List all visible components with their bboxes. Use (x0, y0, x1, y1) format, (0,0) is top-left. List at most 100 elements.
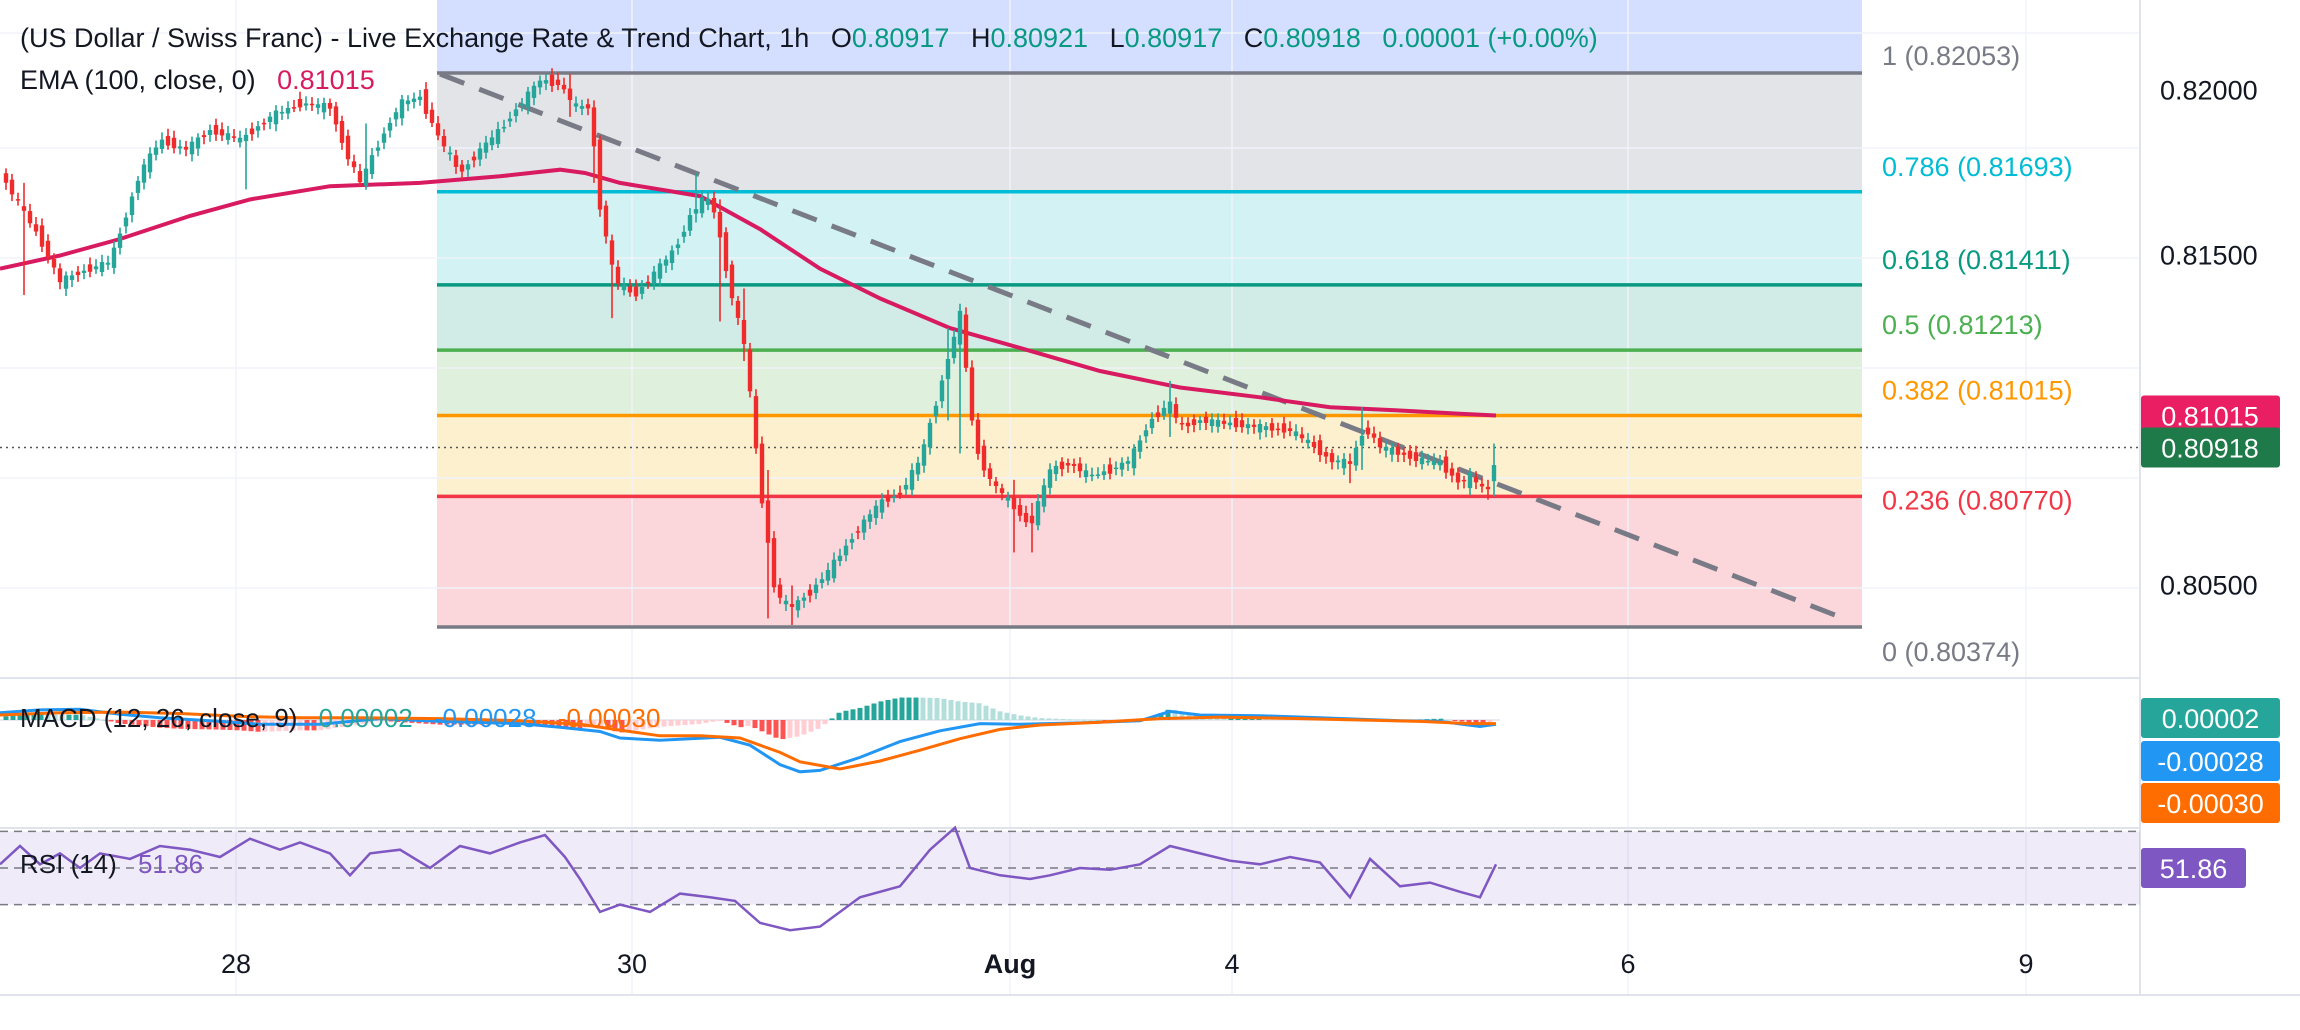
candle-body (543, 80, 549, 84)
price-badge (2141, 395, 2280, 436)
candle-body (657, 263, 663, 279)
candle-body (1329, 453, 1335, 463)
macd-hist-bar (626, 720, 632, 732)
macd-hist-bar (1018, 715, 1024, 720)
candle-body (255, 126, 261, 131)
candle-body (177, 146, 183, 149)
macd-hist-bar (227, 720, 233, 730)
candle-body (597, 139, 603, 210)
time-tick: 4 (1224, 949, 1239, 979)
candle-body (915, 462, 921, 475)
candle-body (1401, 452, 1407, 455)
candle-body (975, 419, 981, 454)
macd-hist-bar (1172, 710, 1178, 720)
candle-body (969, 367, 975, 421)
candle-body (117, 233, 123, 248)
time-tick: 28 (221, 949, 251, 979)
macd-hist-bar (633, 720, 639, 731)
macd-hist-bar (192, 720, 198, 730)
candle-body (951, 336, 957, 359)
candle-body (1167, 401, 1173, 414)
candle-body (897, 492, 903, 495)
candle-body (1077, 463, 1083, 472)
macd-hist-bar (843, 710, 849, 720)
macd-hist-bar (941, 698, 947, 720)
candle-body (663, 259, 669, 266)
macd-badge (2141, 741, 2280, 781)
price-badge (2141, 427, 2280, 468)
macd-hist-bar (675, 720, 681, 726)
fib-band (437, 191, 1862, 285)
candle-body (327, 102, 333, 109)
macd-hist-bar (136, 720, 142, 726)
candle-body (603, 205, 609, 237)
macd-hist-bar (1067, 719, 1073, 721)
candle-body (267, 116, 273, 123)
macd-hist-bar (710, 720, 716, 722)
macd-hist-bar (612, 720, 618, 732)
candle-body (993, 481, 999, 487)
candle-body (1377, 438, 1383, 448)
candle-body (1449, 468, 1455, 476)
candle-body (801, 597, 807, 601)
macd-hist-bar (94, 718, 100, 720)
candle-body (933, 405, 939, 417)
candle-body (345, 135, 351, 160)
rsi-badge (2141, 848, 2246, 888)
signal-badge (2141, 783, 2280, 823)
macd-hist-bar (717, 720, 723, 721)
candle-body (45, 240, 51, 258)
macd-hist-bar (822, 720, 828, 725)
candle-body (135, 180, 141, 193)
macd-hist-bar (857, 707, 863, 720)
time-tick: 9 (2018, 949, 2033, 979)
time-tick: Aug (984, 949, 1036, 979)
macd-hist-bar (759, 720, 765, 732)
macd-hist-bar (864, 705, 870, 720)
macd-hist-bar (80, 715, 86, 720)
candle-body (111, 247, 117, 268)
candle-body (405, 100, 411, 105)
candle-body (285, 107, 291, 114)
macd-hist-bar (780, 720, 786, 740)
candle-body (1491, 465, 1497, 482)
macd-hist-bar (661, 720, 667, 727)
macd-hist-bar (87, 716, 93, 720)
candle-body (849, 539, 855, 543)
macd-hist-bar (605, 720, 611, 730)
candle-body (945, 358, 951, 380)
candle-body (843, 545, 849, 556)
macd-hist-bar (731, 720, 737, 726)
candle-body (1443, 456, 1449, 473)
signal-badge-label: -0.00030 (2157, 789, 2264, 819)
candle-body (1149, 418, 1155, 429)
macd-hist-bar (143, 720, 149, 727)
candle-body (1395, 446, 1401, 455)
candle-body (837, 555, 843, 562)
candle-body (675, 244, 681, 248)
macd-hist-bar (10, 715, 16, 720)
macd-hist-bar (871, 703, 877, 720)
candle-body (363, 168, 369, 186)
ohlc-high-value: 0.80921 (990, 23, 1088, 53)
candle-body (213, 124, 219, 135)
candle-body (207, 130, 213, 135)
candle-body (9, 179, 15, 195)
candle-body (435, 123, 441, 136)
candle-body (483, 142, 489, 153)
macd-legend-hist: 0.00002 (319, 703, 413, 733)
candle-body (1089, 474, 1095, 477)
candle-body (681, 231, 687, 237)
macd-hist-bar (997, 711, 1003, 720)
candle-body (1341, 458, 1347, 469)
ohlc-open-value: 0.80917 (852, 23, 950, 53)
candle-body (1035, 501, 1041, 526)
candle-body (891, 496, 897, 499)
candle-body (621, 284, 627, 291)
ohlc-close-value: 0.80918 (1263, 23, 1361, 53)
candle-body (99, 262, 105, 273)
macd-hist-bar (115, 720, 121, 724)
candle-body (123, 217, 129, 227)
candle-body (723, 232, 729, 272)
candle-body (1041, 485, 1047, 507)
